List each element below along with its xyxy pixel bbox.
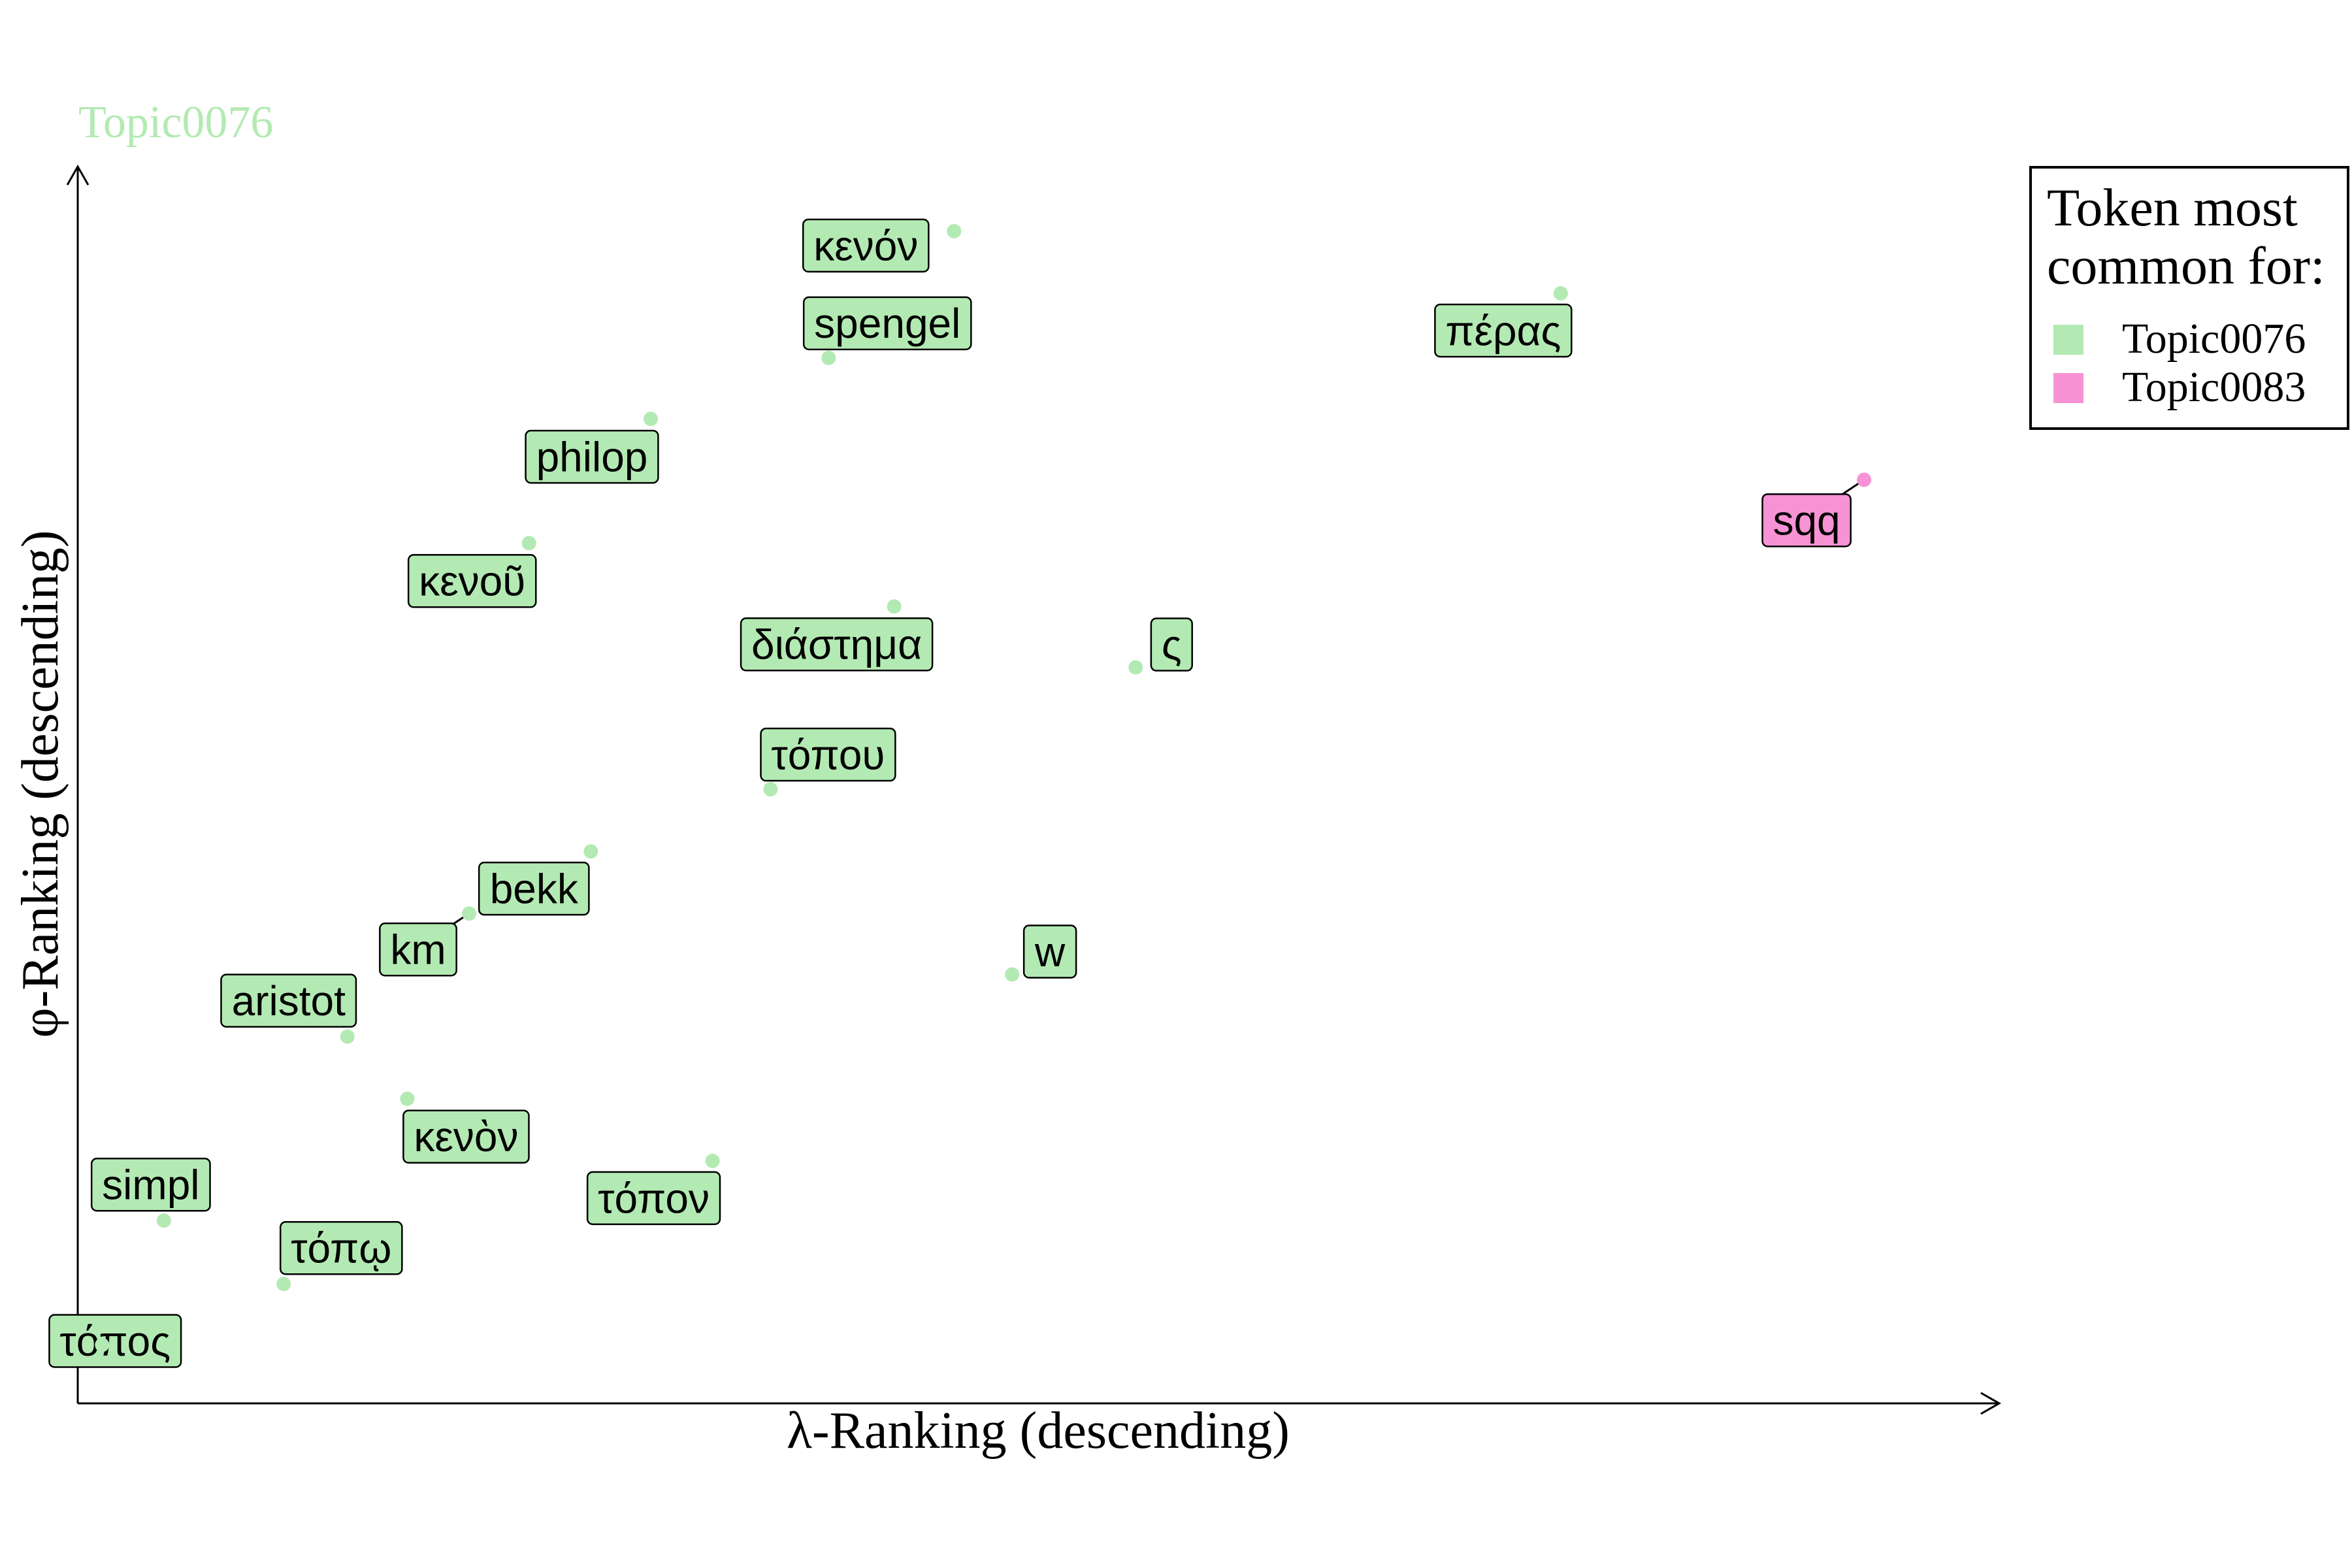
data-point-group: τόπου (760, 727, 896, 797)
point-label-box (1022, 924, 1077, 979)
point-label: τόπῳ (291, 1225, 391, 1272)
data-point-group: w (1005, 924, 1077, 982)
data-point-marker (276, 1277, 291, 1292)
data-point-marker (763, 782, 778, 797)
y-axis-arrow (66, 164, 90, 186)
data-point-marker (340, 1029, 355, 1044)
data-point-marker (156, 1213, 171, 1228)
data-point-marker (705, 1153, 720, 1168)
point-label: κενὸν (414, 1113, 518, 1160)
data-point-marker (1128, 660, 1143, 675)
data-point-group: ς (1128, 617, 1193, 675)
data-point-group: κενοῦ (407, 536, 537, 608)
point-label: τόπου (772, 731, 885, 778)
data-point-group: km (379, 906, 476, 977)
point-label-box (802, 218, 930, 273)
data-points: κενόν spengel πέρας philop sqq κενοῦ διάστημα ς… (48, 218, 1872, 1368)
legend-label-topic0083: Topic0083 (2122, 363, 2306, 411)
point-label-box (1150, 617, 1193, 672)
data-point-marker (95, 1337, 110, 1352)
data-point-group: simpl (90, 1158, 211, 1228)
y-axis-label: φ-Ranking (descending) (12, 530, 69, 1037)
legend-title-line2: common for: (2047, 236, 2325, 295)
legend-swatch-topic0083 (2053, 373, 2083, 403)
point-label: simpl (102, 1162, 199, 1209)
x-axis-label: λ-Ranking (descending) (787, 1402, 1290, 1460)
point-label-box (402, 1109, 530, 1164)
point-label-box (407, 554, 537, 608)
legend-title-line1: Token most (2047, 178, 2298, 237)
point-label: κενόν (813, 222, 918, 269)
point-label-box (90, 1158, 211, 1212)
data-point-group: τόπος (48, 1314, 182, 1368)
point-label-box (478, 861, 590, 916)
point-label: philop (536, 433, 648, 480)
data-point-group: τόπον (586, 1153, 721, 1226)
point-label: τόπον (598, 1175, 710, 1222)
data-point-marker (583, 844, 598, 859)
point-label-box (525, 429, 659, 484)
data-point-marker (1005, 967, 1020, 982)
point-label-box (586, 1171, 721, 1226)
point-label-box (379, 923, 457, 977)
point-label: διάστημα (751, 621, 922, 668)
point-label-box (220, 973, 357, 1028)
data-point-group: κενὸν (400, 1091, 530, 1164)
point-label: spengel (814, 300, 960, 347)
x-axis-arrow (1980, 1392, 2002, 1415)
point-label: πέρας (1445, 307, 1561, 354)
data-point-marker (1857, 472, 1872, 487)
point-label-box (760, 727, 896, 782)
data-point-group: διάστημα (740, 599, 934, 672)
point-label-box (1434, 303, 1573, 358)
point-label: bekk (490, 866, 579, 913)
point-label-box (279, 1220, 403, 1275)
data-point-group: philop (525, 412, 659, 484)
point-label-box (1761, 493, 1852, 547)
point-label-box (48, 1314, 182, 1368)
point-label: τόπος (59, 1318, 171, 1365)
data-point-group: τόπῳ (276, 1220, 403, 1292)
point-label: ς (1162, 621, 1182, 668)
data-point-group: aristot (220, 973, 357, 1044)
data-point-group: sqq (1761, 472, 1872, 547)
data-point-marker (821, 350, 836, 365)
point-label: sqq (1773, 497, 1840, 544)
data-point-marker (400, 1091, 415, 1106)
point-label: km (390, 926, 446, 973)
point-label: w (1034, 928, 1066, 975)
point-label-box (802, 296, 972, 351)
data-point-group: κενόν (802, 218, 962, 273)
chart-title: Topic0076 (78, 97, 273, 148)
data-point-group: spengel (802, 296, 972, 365)
data-point-marker (521, 536, 536, 551)
data-point-marker (1553, 286, 1568, 301)
data-point-marker (887, 599, 902, 614)
legend-swatch-topic0076 (2053, 325, 2083, 355)
legend: Token most common for: Topic0076 Topic00… (2029, 166, 2349, 430)
data-point-marker (461, 906, 476, 921)
legend-label-topic0076: Topic0076 (2122, 315, 2306, 363)
data-point-marker (643, 412, 658, 427)
point-label-box (740, 617, 934, 672)
data-point-marker (947, 223, 962, 238)
point-label: aristot (232, 977, 346, 1024)
data-point-group: πέρας (1434, 286, 1573, 358)
data-point-group: bekk (478, 844, 598, 916)
point-label: κενοῦ (419, 558, 525, 605)
axes (66, 164, 2002, 1415)
